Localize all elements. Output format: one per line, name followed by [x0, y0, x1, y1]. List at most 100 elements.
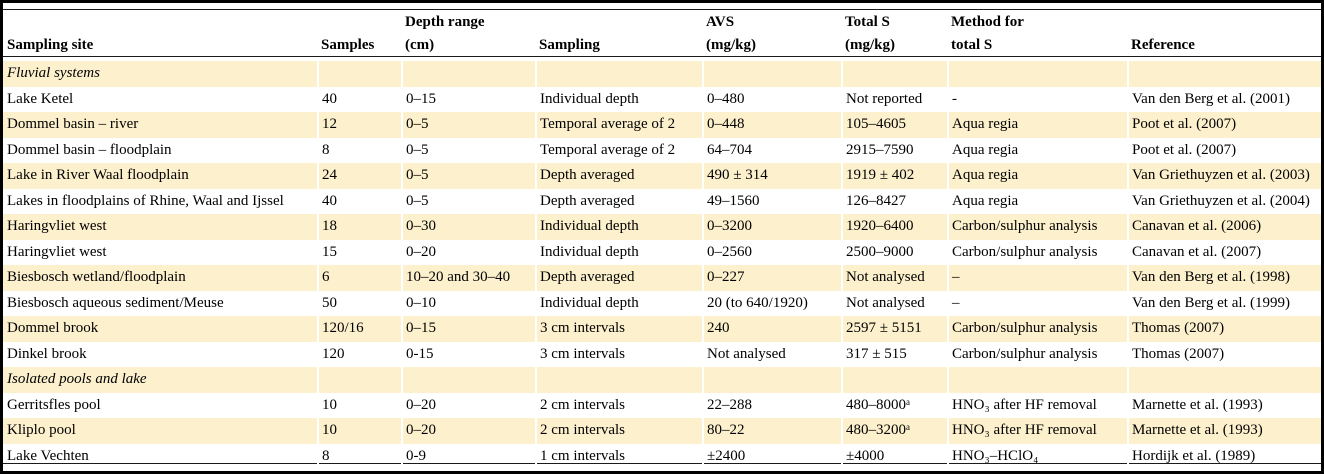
table-row: Dommel brook 120/16 0–15 3 cm intervals 240 2… [3, 316, 1321, 342]
column-header-method: Method for total S [948, 11, 1128, 61]
column-header-avs: AVS (mg/kg) [703, 11, 842, 61]
table-row: Dinkel brook 120 0-15 3 cm intervals Not ana… [3, 341, 1321, 367]
table-cell: 1919 ± 402 [841, 163, 948, 189]
table-cell: Depth averaged [535, 265, 703, 291]
table-cell: 2597 ± 5151 [841, 316, 948, 342]
table-cell: Haringvliet west [7, 243, 107, 260]
table-cell: Aqua regia [947, 163, 1128, 189]
table-cell: Thomas (2007) [1127, 316, 1321, 342]
table-cell: Biesbosch wetland/floodplain [3, 265, 318, 291]
table-cell: 480–8000ᵃ [841, 392, 948, 418]
table-cell: 0–15 [401, 86, 536, 112]
table-cell: 22–288 [702, 392, 842, 418]
header-line2: Sampling [539, 37, 600, 53]
table-cell: Aqua regia [947, 112, 1128, 138]
table-cell: 0-9 [401, 443, 536, 469]
table-cell: Not analysed [841, 265, 948, 291]
table-cell: Marnette et al. (1993) [1127, 392, 1321, 418]
table-cell: Carbon/sulphur analysis [947, 239, 1128, 265]
table-row: Lake in River Waal floodplain 24 0–5 Depth … [3, 163, 1321, 189]
header-rule [3, 56, 1321, 57]
table-cell: Carbon/sulphur analysis [947, 341, 1128, 367]
table-cell: 0–448 [702, 112, 842, 138]
table-cell: Aqua regia [947, 137, 1128, 163]
empty-cell [317, 367, 402, 393]
empty-cell [1127, 61, 1321, 87]
table-cell: 120 [317, 341, 402, 367]
column-header-total-s: Total S (mg/kg) [842, 11, 948, 61]
table-cell: Depth averaged [535, 163, 703, 189]
table-cell: 0–5 [401, 188, 536, 214]
empty-cell [702, 367, 842, 393]
table-row: Biesbosch wetland/floodplain 6 10–20 and 3… [3, 265, 1321, 291]
table-cell: Depth averaged [535, 188, 703, 214]
table-cell: Not analysed [841, 290, 948, 316]
table-cell: - [947, 86, 1128, 112]
table-row: Lakes in floodplains of Rhine, Waal and … [3, 188, 1321, 214]
table-cell: 20 (to 640/1920) [702, 290, 842, 316]
table-cell: Lake Ketel [7, 90, 74, 107]
empty-cell [401, 61, 536, 87]
table-cell: Temporal average of 2 [535, 112, 703, 138]
table-cell: Individual depth [535, 214, 703, 240]
table-cell: Aqua regia [947, 188, 1128, 214]
table-cell: Hordijk et al. (1989) [1127, 443, 1321, 469]
table-cell: Thomas (2007) [1127, 341, 1321, 367]
header-line2: (cm) [405, 37, 435, 53]
table-cell: Lakes in floodplains of Rhine, Waal and … [7, 192, 284, 209]
empty-cell [401, 367, 536, 393]
table-cell: 0–5 [401, 163, 536, 189]
table-cell: Biesbosch aqueous sediment/Meuse [7, 294, 224, 311]
header-line2: (mg/kg) [706, 37, 756, 53]
empty-cell [535, 367, 703, 393]
empty-cell [947, 367, 1128, 393]
table-cell: 2 cm intervals [535, 392, 703, 418]
table-cell: 0–5 [401, 112, 536, 138]
table-cell: Carbon/sulphur analysis [947, 214, 1128, 240]
sampling-sites-table: Sampling site Samples Depth range (cm) S… [3, 11, 1321, 469]
header-row: Sampling site Samples Depth range (cm) S… [3, 11, 1321, 61]
table-cell: HNO₃ after HF removal [947, 392, 1128, 418]
empty-cell [947, 61, 1128, 87]
table-cell: Haringvliet west [3, 214, 318, 240]
header-line2: Sampling site [7, 37, 94, 53]
table-cell: Canavan et al. (2006) [1127, 214, 1321, 240]
table-cell: 2500–9000 [841, 239, 948, 265]
table-cell: Van den Berg et al. (1999) [1127, 290, 1321, 316]
table-cell: 0–15 [401, 316, 536, 342]
table-cell: 8 [317, 443, 402, 469]
table-cell: 1920–6400 [841, 214, 948, 240]
header-line1: AVS [706, 14, 735, 30]
column-header-sampling-site: Sampling site [3, 11, 318, 61]
table-cell: Not reported [841, 86, 948, 112]
table-cell: 3 cm intervals [535, 316, 703, 342]
table-cell: 480–3200ᵃ [841, 418, 948, 444]
table-cell: Lake Vechten [7, 447, 89, 464]
table-header: Sampling site Samples Depth range (cm) S… [3, 11, 1321, 61]
table-cell: 0–480 [702, 86, 842, 112]
table-row: Dommel basin – floodplain 8 0–5 Temporal av… [3, 137, 1321, 163]
table-cell: 40 [317, 86, 402, 112]
table-cell: 0-15 [401, 341, 536, 367]
table-row: Haringvliet west 15 0–20 Individual depth 0–… [3, 239, 1321, 265]
header-line1: Method for [951, 14, 1024, 30]
header-line2: total S [951, 37, 993, 53]
table-row: Dommel basin – river 12 0–5 Temporal averag… [3, 112, 1321, 138]
table-cell: Lake in River Waal floodplain [3, 163, 318, 189]
empty-cell [535, 61, 703, 87]
table-row: Haringvliet west 18 0–30 Individual depth 0–… [3, 214, 1321, 240]
section-label: Isolated pools and lake [3, 367, 318, 393]
header-line1: Depth range [405, 14, 485, 30]
table-cell: 0–20 [401, 239, 536, 265]
table-cell: 0–3200 [702, 214, 842, 240]
table-cell: 126–8427 [841, 188, 948, 214]
table-cell: 6 [317, 265, 402, 291]
table-cell: 120/16 [317, 316, 402, 342]
table-cell: 24 [317, 163, 402, 189]
table-cell: 40 [317, 188, 402, 214]
column-header-depth-range: Depth range (cm) [402, 11, 536, 61]
table-cell: 1 cm intervals [535, 443, 703, 469]
table-cell: 2915–7590 [841, 137, 948, 163]
empty-cell [702, 61, 842, 87]
